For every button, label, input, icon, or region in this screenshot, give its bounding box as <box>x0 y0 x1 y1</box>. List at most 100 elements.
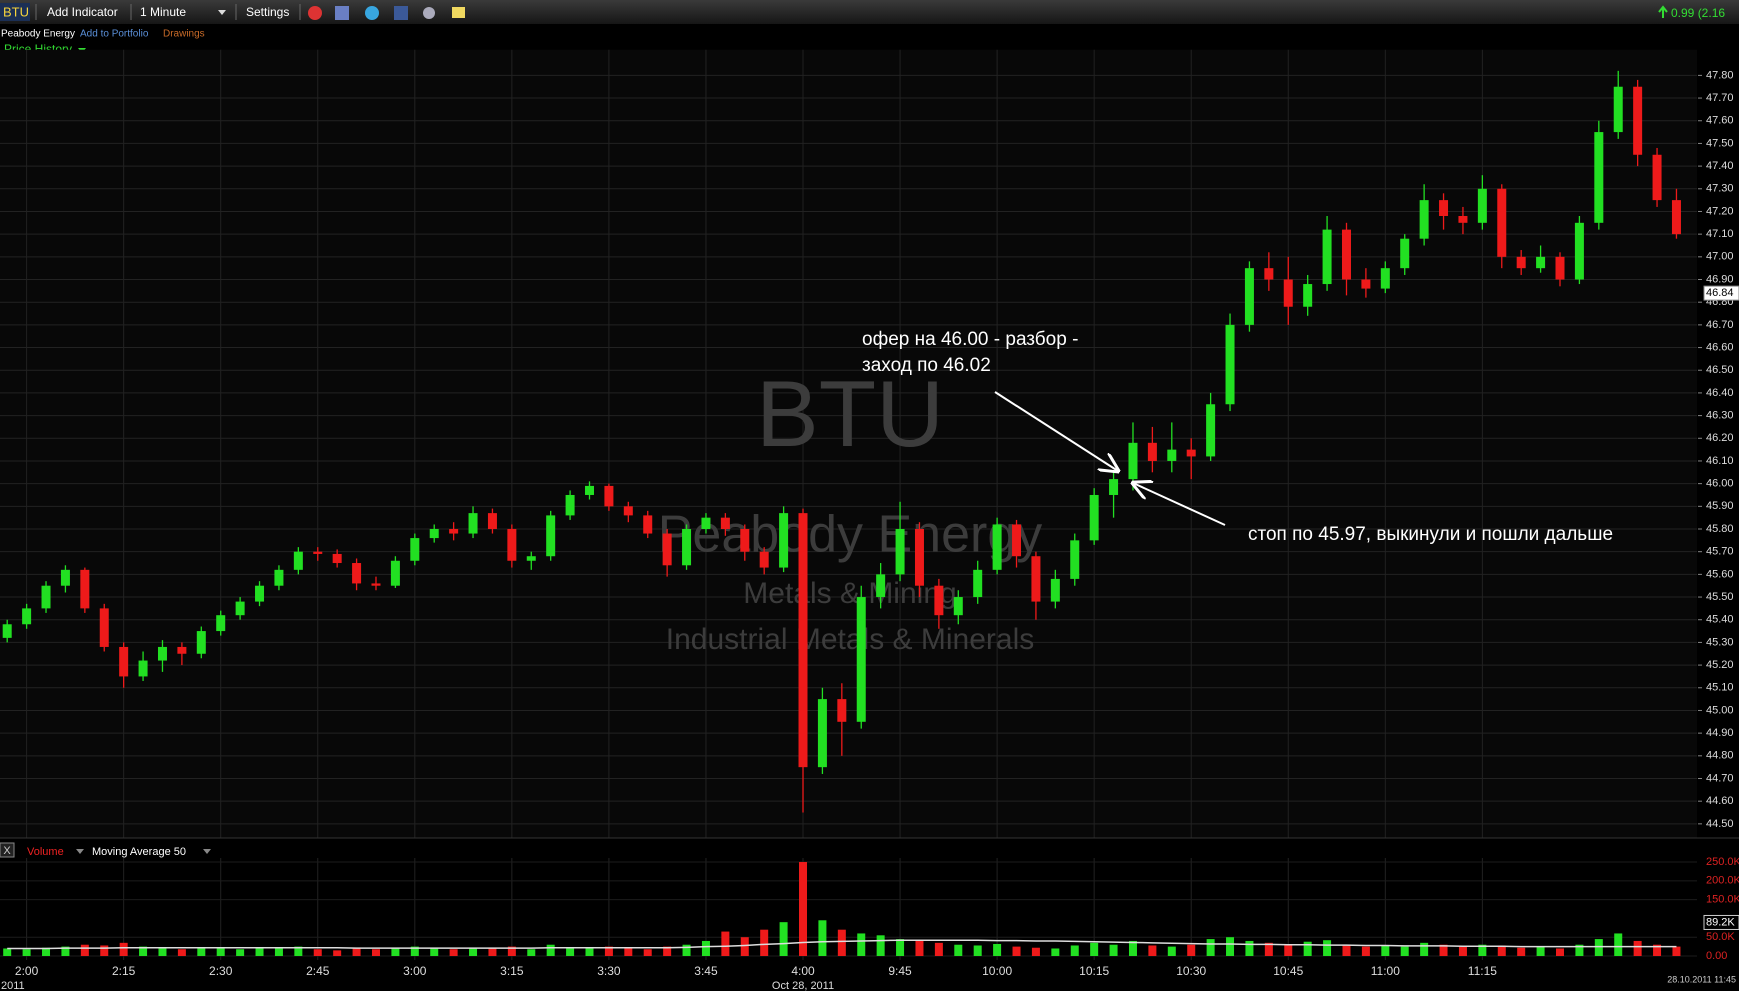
y-tick-label: 45.50 <box>1706 591 1734 603</box>
share-icon[interactable] <box>423 7 435 19</box>
volume-bar <box>488 948 497 956</box>
y-tick-label: 46.50 <box>1706 364 1734 376</box>
volume-bar <box>197 947 206 956</box>
candle-body <box>1594 132 1604 223</box>
volume-bar <box>255 947 264 956</box>
add-to-portfolio[interactable]: Add to Portfolio <box>80 29 149 40</box>
last-volume-box <box>1703 914 1739 930</box>
settings[interactable]: Settings <box>246 5 289 19</box>
date-label: Oct 28, 2011 <box>772 980 834 991</box>
candle-body <box>779 513 789 568</box>
y-tick-label: 200.0K <box>1706 875 1739 887</box>
y-tick-label: 47.00 <box>1706 251 1734 263</box>
twitter-icon[interactable] <box>365 6 379 20</box>
add-indicator[interactable]: Add Indicator <box>47 5 118 19</box>
volume-bar <box>1653 944 1662 956</box>
candle-body <box>196 631 206 654</box>
candle-body <box>41 585 51 609</box>
note-icon[interactable] <box>452 7 465 18</box>
candle-body <box>953 597 963 616</box>
candle-body <box>876 574 886 598</box>
price-change: 0.99 (2.16 <box>1671 6 1725 20</box>
y-tick-label: 44.60 <box>1706 795 1734 807</box>
volume-bar <box>1536 946 1545 956</box>
candle-body <box>585 485 594 495</box>
candle-body <box>1264 268 1274 280</box>
candle-body <box>274 569 284 586</box>
volume-bar <box>1284 944 1293 956</box>
volume-bar <box>566 947 575 956</box>
calendar-icon[interactable] <box>335 6 349 20</box>
candle-body <box>235 601 245 616</box>
indicator-name: Moving Average 50 <box>92 846 186 858</box>
volume-bar <box>1400 946 1409 956</box>
volume-bar <box>216 948 225 956</box>
y-tick-label: 47.60 <box>1706 115 1734 127</box>
facebook-icon[interactable] <box>394 6 408 20</box>
volume-bar <box>1342 944 1351 956</box>
volume-bar <box>1420 942 1429 956</box>
y-tick-label: 250.0K <box>1706 856 1739 868</box>
candle-body <box>119 646 129 677</box>
volume-bar <box>527 949 536 956</box>
symbol[interactable]: BTU <box>3 4 29 19</box>
annotation: стоп по 45.97, выкинули и пошли дальше <box>1248 524 1613 545</box>
volume-bar <box>1245 940 1254 956</box>
candle-body <box>914 529 924 586</box>
candle-body <box>80 569 90 609</box>
y-tick-label: 44.80 <box>1706 750 1734 762</box>
x-tick-label: 10:45 <box>1273 964 1303 978</box>
volume-bar <box>1051 948 1060 956</box>
y-tick-label: 46.40 <box>1706 387 1734 399</box>
close-panel[interactable] <box>0 842 15 858</box>
dropdown-arrow[interactable] <box>203 849 211 854</box>
volume-bar <box>1031 947 1040 956</box>
annotation: заход по 46.02 <box>862 355 991 376</box>
volume-bar <box>1439 944 1448 956</box>
watermark-text: Peabody Energy <box>658 506 1043 564</box>
candle-body <box>138 660 148 677</box>
y-tick-label: 46.10 <box>1706 455 1734 467</box>
dropdown-arrow[interactable] <box>76 849 84 854</box>
volume-bar <box>799 862 808 956</box>
x-tick-label: 3:00 <box>403 964 427 978</box>
close-label[interactable]: X <box>3 845 11 857</box>
arrow <box>1133 483 1226 526</box>
volume-bar <box>857 933 866 956</box>
x-tick-label: 2:30 <box>209 964 233 978</box>
volume-bar <box>779 922 788 956</box>
y-tick-label: 46.30 <box>1706 410 1734 422</box>
last-price: 46.84 <box>1706 287 1734 299</box>
candle-body <box>837 699 847 722</box>
volume-bar <box>371 949 380 956</box>
dropdown-arrow[interactable] <box>218 10 226 15</box>
interval[interactable]: 1 Minute <box>140 5 186 19</box>
volume-bar <box>1497 945 1506 956</box>
volume-bar <box>119 942 128 956</box>
candle-body <box>1031 556 1041 602</box>
y-tick-label: 47.10 <box>1706 228 1734 240</box>
candle-body <box>1613 86 1623 133</box>
grid: 44.50 44.60 44.70 44.80 44.90 45.00 45.10 45.20… <box>0 49 1739 991</box>
volume-bar <box>449 949 458 956</box>
volume-bar <box>1226 937 1235 956</box>
x-tick-label: 10:15 <box>1079 964 1109 978</box>
volume-bar <box>585 948 594 956</box>
y-tick-label: 45.10 <box>1706 682 1734 694</box>
drawings[interactable]: Drawings <box>163 29 205 40</box>
year-label: 2011 <box>1 980 25 991</box>
y-tick-label: 47.30 <box>1706 183 1734 195</box>
x-tick-label: 3:15 <box>500 964 524 978</box>
last-price-box <box>1703 285 1739 301</box>
volume-bar <box>876 935 885 956</box>
candle-body <box>1244 268 1254 325</box>
volume-bar <box>313 949 322 956</box>
moving-average-line <box>7 939 1677 950</box>
volume-bar <box>430 948 439 956</box>
candle-body <box>1497 188 1507 257</box>
candle-body <box>1186 449 1196 457</box>
candle-body <box>487 513 497 530</box>
alarm-icon[interactable] <box>308 6 322 20</box>
candle-body <box>1283 279 1293 307</box>
candle-body <box>410 538 420 561</box>
